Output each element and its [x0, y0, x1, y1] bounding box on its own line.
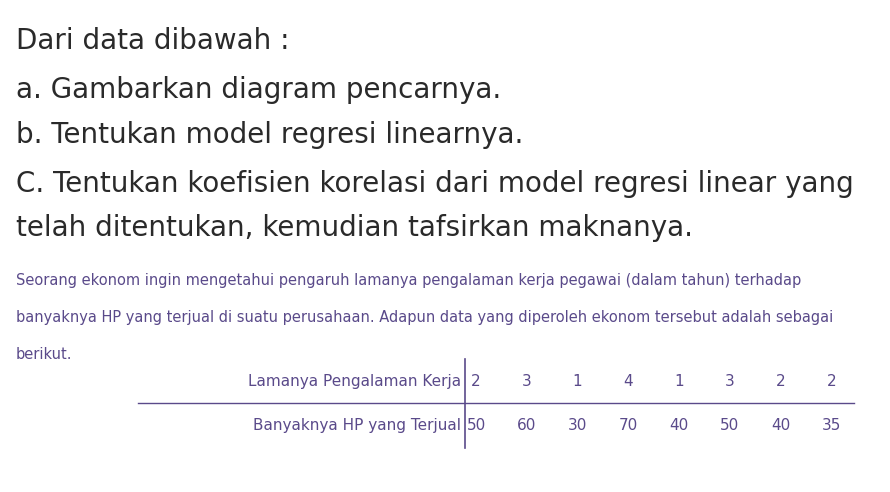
Text: 50: 50 — [720, 418, 740, 433]
Text: 35: 35 — [821, 418, 841, 433]
Text: 2: 2 — [827, 374, 836, 389]
Text: 40: 40 — [669, 418, 689, 433]
Text: a. Gambarkan diagram pencarnya.: a. Gambarkan diagram pencarnya. — [16, 76, 501, 104]
Text: 70: 70 — [619, 418, 638, 433]
Text: Seorang ekonom ingin mengetahui pengaruh lamanya pengalaman kerja pegawai (dalam: Seorang ekonom ingin mengetahui pengaruh… — [16, 273, 801, 288]
Text: C. Tentukan koefisien korelasi dari model regresi linear yang: C. Tentukan koefisien korelasi dari mode… — [16, 170, 854, 198]
Text: 2: 2 — [472, 374, 481, 389]
Text: 3: 3 — [522, 374, 531, 389]
Text: Dari data dibawah :: Dari data dibawah : — [16, 27, 289, 55]
Text: 30: 30 — [568, 418, 587, 433]
Text: 1: 1 — [675, 374, 684, 389]
Text: 3: 3 — [725, 374, 734, 389]
Text: 50: 50 — [466, 418, 486, 433]
Text: 60: 60 — [517, 418, 537, 433]
Text: banyaknya HP yang terjual di suatu perusahaan. Adapun data yang diperoleh ekonom: banyaknya HP yang terjual di suatu perus… — [16, 310, 833, 325]
Text: Banyaknya HP yang Terjual: Banyaknya HP yang Terjual — [253, 418, 461, 433]
Text: berikut.: berikut. — [16, 347, 72, 362]
Text: 1: 1 — [573, 374, 582, 389]
Text: 40: 40 — [771, 418, 790, 433]
Text: telah ditentukan, kemudian tafsirkan maknanya.: telah ditentukan, kemudian tafsirkan mak… — [16, 214, 693, 242]
Text: b. Tentukan model regresi linearnya.: b. Tentukan model regresi linearnya. — [16, 121, 523, 149]
Text: Lamanya Pengalaman Kerja: Lamanya Pengalaman Kerja — [248, 374, 461, 389]
Text: 2: 2 — [776, 374, 785, 389]
Text: 4: 4 — [624, 374, 633, 389]
